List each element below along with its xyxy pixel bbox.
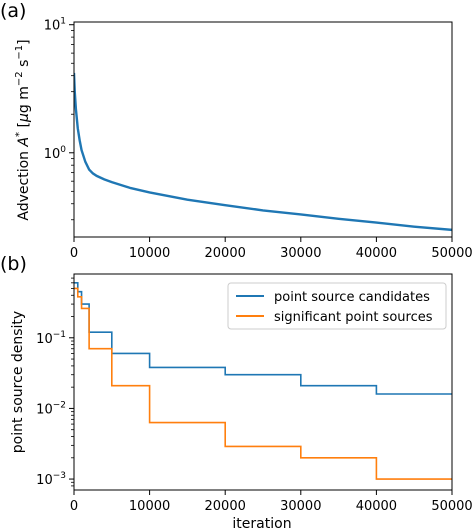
panel-b-frame: [73, 273, 453, 491]
panel-a-frame: [73, 21, 453, 238]
panel-b-x-tick-label: 30000: [280, 499, 321, 514]
panel-a-label: (a): [0, 0, 26, 22]
panel-a-x-tick-label: 50000: [431, 246, 472, 261]
panel-b-plot: 10−3 10−2 10−1 0 10000 20000 30000 40000 50000: [36, 273, 473, 514]
panel-b: (b) point source density iteration 10−31…: [0, 253, 473, 530]
panel-a-x-tick-label: 10000: [129, 246, 170, 261]
panel-a-x-tick-label: 30000: [280, 246, 321, 261]
panel-a-y-tick-label: 101: [44, 17, 66, 34]
panel-b-y-tick-label: 10−1: [36, 330, 66, 347]
panel-a-plot: 100 101 0 10000 20000 30000 40000 50000: [44, 17, 473, 261]
panel-b-x-tick-label: 40000: [356, 499, 397, 514]
panel-a-ylabel: Advection A* [μg m−2 s−1]: [14, 39, 32, 220]
panel-b-series-0-line: [74, 282, 452, 395]
panel-b-series-1-line: [74, 287, 452, 480]
panel-a-y-tick-label: 100: [44, 145, 67, 162]
panel-b-xlabel: iteration: [232, 516, 291, 530]
panel-b-y-tick-label: 10−3: [36, 471, 66, 488]
panel-b-x-tick-label: 20000: [205, 499, 246, 514]
panel-b-x-tick-label: 0: [70, 499, 78, 514]
panel-a-x-tick-label: 20000: [205, 246, 246, 261]
panel-b-label: (b): [0, 253, 27, 275]
legend-label-candidates: point source candidates: [274, 290, 430, 305]
panel-b-x-tick-label: 10000: [129, 499, 170, 514]
panel-a-x-tick-label: 0: [70, 246, 78, 261]
panel-b-x-tick-label: 50000: [431, 499, 472, 514]
legend-box: [227, 282, 447, 330]
panel-b-y-tick-label: 10−2: [36, 400, 66, 417]
panel-a-x-tick-label: 40000: [356, 246, 397, 261]
legend: point source candidates significant poin…: [227, 282, 447, 330]
panel-b-ylabel: point source density: [10, 311, 26, 453]
panel-a-ylabel-text: Advection A* [μg m−2 s−1]: [14, 39, 32, 220]
panel-a-series-0-line: [74, 72, 452, 232]
legend-label-significant: significant point sources: [274, 310, 433, 325]
